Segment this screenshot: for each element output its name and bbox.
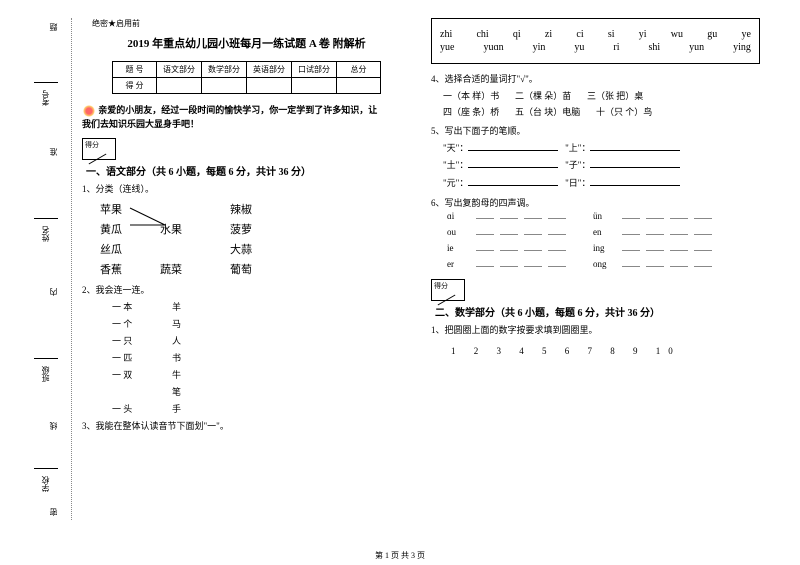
margin-label: 内 [48,288,59,296]
pinyin-item: wu [671,29,683,40]
left-column: 绝密★启用前 2019 年重点幼儿园小班每月一练试题 A 卷 附解析 题 号 语… [72,18,421,520]
score-table: 题 号 语文部分 数学部分 英语部分 口试部分 总分 得 分 [112,61,381,94]
table-header: 数学部分 [202,62,247,78]
match-item: 苹果 [100,201,160,217]
pair-right: 笔 [172,385,242,398]
match-item: 菠萝 [230,221,290,237]
section-heading: 一、语文部分（共 6 小题，每题 6 分，共计 36 分） [86,163,311,178]
match-item: 水果 [160,221,230,237]
pinyin-item: gu [707,29,717,40]
pinyin-item: ri [613,42,619,53]
match-item: 黄瓜 [100,221,160,237]
intro-text: 亲爱的小朋友，经过一段时间的愉快学习，你一定学到了许多知识，让 我们去知识乐园大… [82,104,411,132]
question-text: 5、写出下面子的笔顺。 [431,124,760,137]
question-text: 1、把圆圈上面的数字按要求填到圆圈里。 [431,323,760,336]
margin-label: 题 [48,23,59,31]
pair-left: 一 匹 [112,351,172,364]
pair-list: 一 本羊 一 个马 一 只人 一 匹书 一 双牛 笔 一 头手 [112,300,411,415]
match-item: 香蕉 [100,261,160,277]
margin-label: 班级 [34,358,58,382]
pinyin-item: ci [576,29,583,40]
match-item: 丝瓜 [100,241,160,257]
table-cell [247,78,292,94]
pair-right: 书 [172,351,242,364]
pair-right: 羊 [172,300,242,313]
table-cell [337,78,381,94]
pair-right: 牛 [172,368,242,381]
pair-right: 手 [172,402,242,415]
stroke-lines: "天"： "上"： "土"： "子"： "元"： "日"： [443,140,760,191]
number-line: 1 2 3 4 5 6 7 8 9 10 [451,346,760,356]
page-footer: 第 1 页 共 3 页 [0,550,800,561]
page-title: 2019 年重点幼儿园小班每月一练试题 A 卷 附解析 [82,35,411,51]
measure-words: 一（本 样）书 二（棵 朵）苗 三（张 把）桌 四（座 条）桥 五（台 块）电脑… [443,88,760,120]
pinyin-item: yi [639,29,647,40]
margin-label: 密 [48,508,59,516]
pinyin-item: si [608,29,615,40]
tone-label: ün [593,211,619,221]
pinyin-item: ying [733,42,751,53]
table-cell [202,78,247,94]
question-text: 6、写出复韵母的四声调。 [431,196,760,209]
secret-label: 绝密★启用前 [92,18,411,29]
table-header: 语文部分 [157,62,202,78]
margin-label: 姓名 [34,218,58,242]
match-grid: 苹果 辣椒 黄瓜水果菠萝 丝瓜 大蒜 香蕉蔬菜葡萄 [100,201,411,277]
table-cell [292,78,337,94]
pinyin-item: yu [574,42,584,53]
tone-label: ong [593,259,619,269]
pinyin-box: zhi chi qi zi ci si yi wu gu ye yue yuɑn… [431,18,760,64]
pair-right: 马 [172,317,242,330]
pair-right: 人 [172,334,242,347]
tone-label: ɑi [447,211,473,221]
pinyin-item: qi [513,29,521,40]
pinyin-item: shi [649,42,661,53]
score-box: 得分 [431,279,465,301]
pinyin-item: yin [533,42,546,53]
right-column: zhi chi qi zi ci si yi wu gu ye yue yuɑn… [421,18,770,520]
pinyin-item: ye [741,29,750,40]
table-header: 口试部分 [292,62,337,78]
match-item: 大蒜 [230,241,290,257]
match-item: 蔬菜 [160,261,230,277]
flower-icon [82,104,96,118]
table-cell [157,78,202,94]
table-header: 英语部分 [247,62,292,78]
binding-margin: 题 考号 准 姓名 内 班级 线 学校 密 [30,18,72,520]
pinyin-item: chi [476,29,488,40]
table-header: 总分 [337,62,381,78]
question-text: 4、选择合适的量词打"√"。 [431,72,760,85]
section-heading: 二、数学部分（共 6 小题，每题 6 分，共计 36 分） [435,304,660,319]
pinyin-item: zhi [440,29,452,40]
margin-label: 线 [48,422,59,430]
pair-left: 一 头 [112,402,172,415]
table-cell: 得 分 [113,78,157,94]
match-item: 葡萄 [230,261,290,277]
question-text: 2、我会连一连。 [82,283,411,296]
margin-label: 准 [48,148,59,156]
pinyin-item: yun [689,42,704,53]
pair-left: 一 双 [112,368,172,381]
pinyin-item: zi [545,29,552,40]
pair-left: 一 只 [112,334,172,347]
question-text: 3、我能在整体认读音节下面划"一"。 [82,419,411,432]
margin-label: 学校 [34,468,58,492]
pinyin-item: yue [440,42,454,53]
table-header: 题 号 [113,62,157,78]
tone-grid: ɑi ün ou en ie ing er ong [447,211,760,269]
score-box: 得分 [82,138,116,160]
tone-label: er [447,259,473,269]
pair-left: 一 个 [112,317,172,330]
pinyin-item: yuɑn [483,42,503,53]
tone-label: ie [447,243,473,253]
margin-label: 考号 [34,82,58,106]
tone-label: ou [447,227,473,237]
tone-label: ing [593,243,619,253]
tone-label: en [593,227,619,237]
question-text: 1、分类（连线）。 [82,182,411,195]
pair-left: 一 本 [112,300,172,313]
match-item: 辣椒 [230,201,290,217]
